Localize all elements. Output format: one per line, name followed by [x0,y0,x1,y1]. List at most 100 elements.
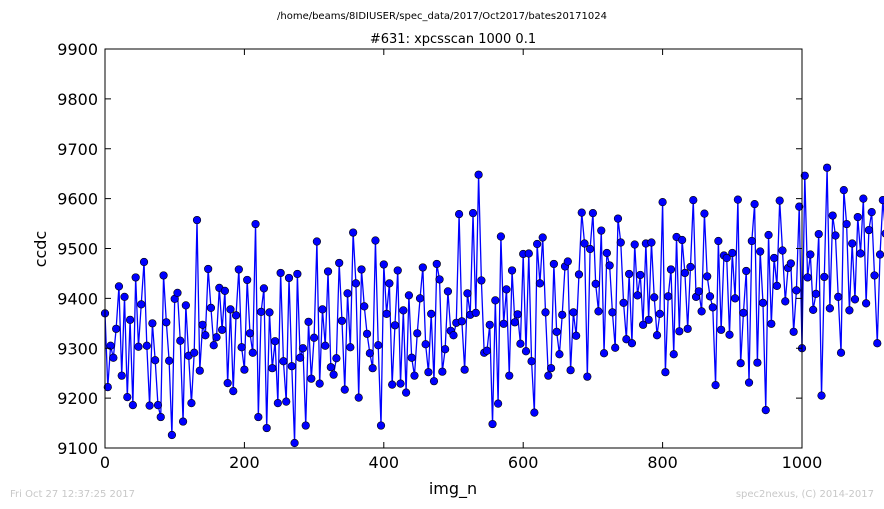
data-point [767,319,776,328]
data-point [669,350,678,359]
data-point [290,438,299,448]
data-point [407,353,416,362]
data-point [198,320,207,329]
data-point [647,238,656,247]
data-point [811,289,821,298]
data-point [764,230,773,240]
data-point [792,286,801,295]
data-point [633,291,642,300]
data-point [368,364,377,373]
data-point [502,285,511,294]
data-point [694,287,703,296]
data-point [636,270,645,280]
data-point [218,325,227,334]
data-point [820,272,829,282]
data-point [279,357,288,366]
data-point [298,344,308,353]
data-point [627,339,637,348]
data-point [842,219,851,229]
data-point [240,365,249,374]
data-point [427,309,436,318]
data-point [611,343,620,352]
data-point [167,430,177,440]
data-point [831,231,840,240]
data-point [625,269,634,279]
y-tick-label: 9100 [57,439,98,458]
data-point [388,380,397,389]
data-point [365,349,374,358]
data-point [463,289,472,298]
data-point [510,318,519,327]
y-tick-label: 9300 [57,339,98,358]
data-point [714,236,723,246]
data-point [747,236,756,246]
data-point [864,225,874,235]
data-point [321,341,330,350]
x-tick-label: 600 [508,453,539,472]
data-point [485,320,494,329]
data-point [393,266,402,275]
data-point [134,342,143,351]
data-point [201,331,210,340]
data-point [273,399,282,408]
data-point [421,340,430,349]
data-point [173,288,182,297]
data-point [708,303,717,312]
x-axis-label: img_n [429,479,477,499]
data-point [212,333,221,342]
data-point [399,306,408,315]
data-point [558,310,567,319]
data-point [569,308,578,317]
data-point [351,279,361,288]
data-point [825,304,834,313]
data-point [845,306,854,315]
footer-credit: spec2nexus, (C) 2014-2017 [735,489,874,500]
data-point [761,406,770,415]
data-point [622,335,631,344]
data-point [128,401,137,410]
data-point [209,341,218,350]
data-point [454,209,464,219]
y-tick-label: 9900 [57,40,98,59]
data-point [875,250,884,259]
data-point [499,319,508,328]
data-point [563,257,572,266]
data-point [491,296,500,305]
data-point [131,273,140,282]
data-point [270,337,280,346]
data-point [572,331,581,340]
data-point [703,272,712,281]
data-point [276,268,285,278]
data-point [257,307,266,316]
data-point [661,368,670,377]
data-point [652,331,662,340]
data-point [686,262,695,272]
data-point [413,329,422,338]
data-point [307,374,316,383]
data-point [471,308,480,317]
data-point [775,196,784,205]
data-point [151,356,160,365]
axes: 0 200 400 600 800 1000 9100 9200 9300 9400 9500 960… [57,40,822,472]
data-point [318,305,327,314]
data-point [457,317,466,326]
data-point [839,186,848,195]
data-point [516,339,525,348]
data-point [856,249,865,258]
data-point [666,265,676,274]
data-point [859,194,868,203]
data-point [608,308,617,317]
data-point [293,269,302,279]
data-point [588,208,598,218]
data-point [337,316,347,325]
data-point [705,292,715,301]
data-point [680,268,690,278]
data-point [789,327,798,336]
data-point [597,226,606,235]
data-point [204,264,213,274]
data-point [739,308,748,317]
data-point [781,297,790,306]
data-point [814,229,823,239]
x-tick-label: 1000 [782,453,823,472]
data-point [404,291,413,300]
